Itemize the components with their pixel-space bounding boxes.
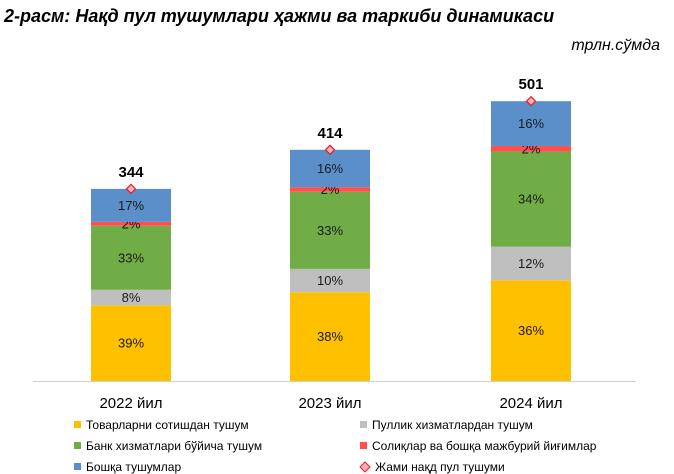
total-marker [324, 144, 336, 156]
segment-label-services: 12% [518, 256, 544, 271]
legend-color-swatch [74, 442, 81, 449]
unit-label: трлн.сўмда [571, 37, 660, 54]
segment-label-bank: 33% [317, 223, 343, 238]
legend-diamond-swatch [359, 460, 371, 473]
bar-segment-bank [290, 191, 370, 269]
legend-label: Товарларни сотишдан тушум [86, 417, 249, 432]
category-label: 2024 йил [499, 395, 562, 412]
segment-label-services: 10% [317, 273, 343, 288]
total-label: 344 [118, 164, 144, 181]
chart-legend: Товарларни сотишдан тушум Пуллик хизматла… [74, 417, 634, 474]
legend-item-services: Пуллик хизматлардан тушум [360, 417, 634, 432]
bar-segment-other [290, 149, 370, 188]
legend-item-taxes: Солиқлар ва бошқа мажбурий йиғимлар [360, 438, 634, 453]
bar-segment-bank [91, 225, 171, 290]
bar-segment-other [491, 101, 571, 146]
bar-segment-taxes [491, 145, 571, 152]
legend-label: Солиқлар ва бошқа мажбурий йиғимлар [372, 438, 597, 453]
segment-label-goods: 38% [317, 329, 343, 344]
legend-label: Банк хизматлари бўйича тушум [86, 438, 263, 453]
category-label: 2022 йил [99, 395, 162, 412]
bar-segment-services [290, 268, 370, 293]
legend-label: Бошқа тушумлар [86, 459, 182, 474]
bar-segment-goods [91, 305, 171, 381]
total-label: 414 [317, 125, 343, 142]
segment-label-other: 16% [518, 116, 544, 131]
bar-segment-goods [290, 292, 370, 381]
legend-item-goods: Товарларни сотишдан тушум [74, 417, 360, 432]
legend-item-other: Бошқа тушумлар [74, 459, 360, 474]
segment-label-other: 17% [118, 198, 144, 213]
legend-item-total_marker: Жами нақд пул тушуми [359, 459, 634, 474]
segment-label-services: 8% [122, 290, 141, 305]
total-marker [125, 183, 137, 195]
bar-segment-bank [491, 151, 571, 247]
legend-color-swatch [74, 463, 81, 470]
bar-segment-other [91, 188, 171, 222]
total-marker [525, 95, 537, 107]
segment-label-goods: 36% [518, 323, 544, 338]
segment-label-bank: 33% [118, 250, 144, 265]
legend-color-swatch [74, 421, 81, 428]
bar-segment-services [491, 246, 571, 281]
bar-segment-goods [491, 280, 571, 381]
legend-color-swatch [360, 421, 367, 428]
chart-title: 2-расм: Нақд пул тушумлари ҳажми ва тарк… [4, 6, 555, 26]
segment-label-bank: 34% [518, 192, 544, 207]
legend-color-swatch [360, 442, 367, 449]
legend-item-bank: Банк хизматлари бўйича тушум [74, 438, 360, 453]
segment-label-other: 16% [317, 161, 343, 176]
category-label: 2023 йил [298, 395, 361, 412]
segment-label-goods: 39% [118, 336, 144, 351]
legend-label: Пуллик хизматлардан тушум [372, 417, 533, 432]
bar-segment-taxes [91, 221, 171, 226]
total-label: 501 [518, 76, 543, 93]
bar-segment-services [91, 289, 171, 306]
bar-segment-taxes [290, 187, 370, 192]
legend-label: Жами нақд пул тушуми [375, 459, 505, 474]
